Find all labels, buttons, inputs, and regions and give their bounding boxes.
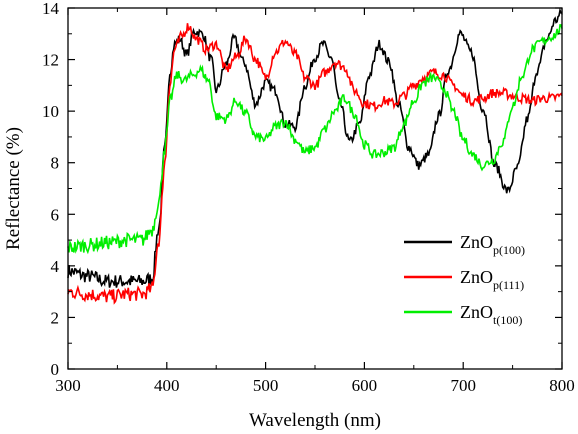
y-axis-label: Reflectance (%) [3,127,24,250]
x-tick-label: 600 [352,376,378,395]
y-tick-label: 6 [51,205,60,224]
y-tick-label: 10 [42,102,59,121]
y-tick-label: 0 [51,360,60,379]
x-tick-label: 500 [253,376,279,395]
x-tick-label: 300 [55,376,81,395]
series-layer [67,7,563,305]
series-line-p111 [67,23,563,305]
legend-label: ZnOp(111) [460,267,524,292]
y-tick-label: 4 [51,257,60,276]
y-tick-label: 14 [42,0,60,18]
y-tick-label: 2 [51,308,60,327]
x-tick-label: 700 [450,376,476,395]
legend-label: ZnOp(100) [460,232,525,257]
y-tick-label: 12 [42,51,59,70]
x-tick-label: 800 [549,376,575,395]
x-axis-label: Wavelength (nm) [249,410,381,431]
x-axis-ticks: 300 400 500 600 700 800 [55,8,575,395]
legend: ZnOp(100) ZnOp(111) ZnOt(100) [404,232,525,327]
x-tick-label: 400 [154,376,180,395]
y-tick-label: 8 [51,154,60,173]
series-line-t100 [67,24,563,255]
y-axis-ticks: 0 2 4 6 8 10 12 14 [42,0,562,379]
legend-label: ZnOt(100) [460,302,522,327]
